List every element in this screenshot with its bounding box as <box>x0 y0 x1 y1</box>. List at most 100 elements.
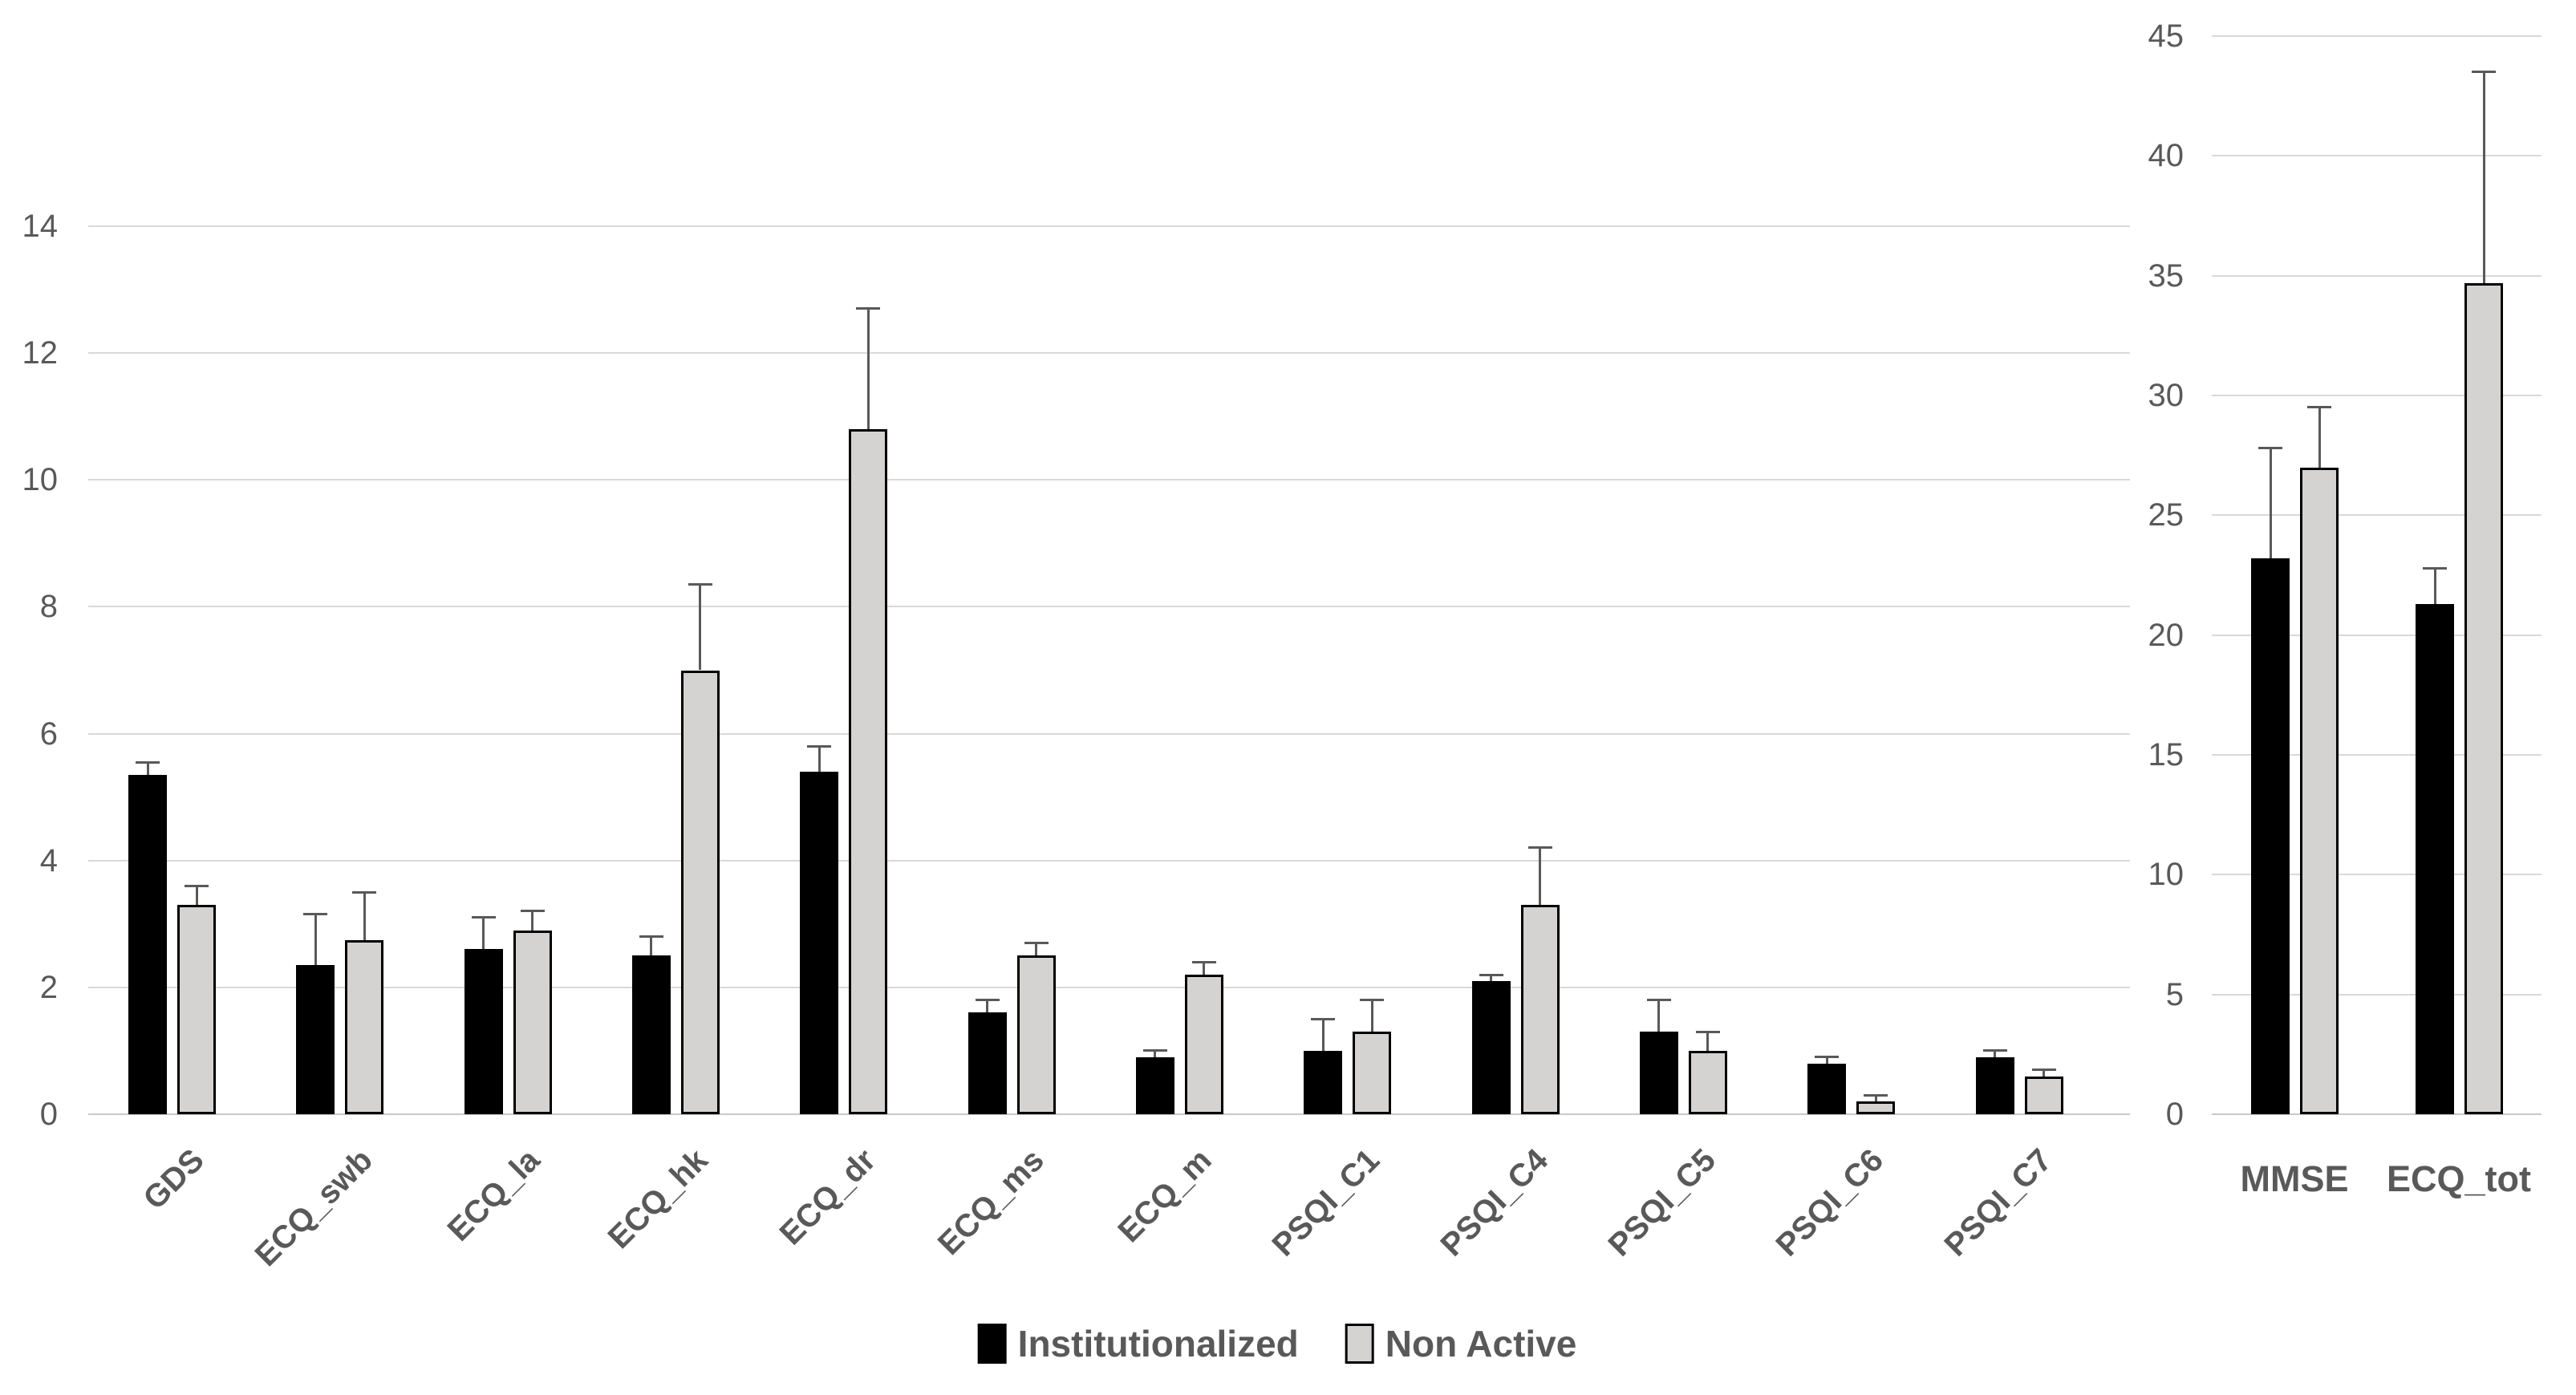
bar-non-active-PSQI_C6 <box>1856 1101 1896 1114</box>
bar-institutionalized-ECQ_ms <box>968 1012 1007 1114</box>
bar-institutionalized-PSQI_C6 <box>1807 1063 1847 1114</box>
error-bar-line <box>363 892 366 940</box>
error-bar-line <box>1994 1050 1997 1057</box>
error-bar-cap <box>1695 1030 1720 1033</box>
gridline-10 <box>2212 874 2542 876</box>
x-label-ECQ_m: ECQ_m <box>1111 1142 1219 1250</box>
gridline-0 <box>2212 1113 2542 1115</box>
gridline-20 <box>2212 634 2542 636</box>
bar-non-active-GDS <box>177 905 216 1114</box>
gridline-6 <box>88 732 2130 735</box>
y-tick-label-0: 0 <box>2165 1097 2184 1132</box>
bar-non-active-PSQI_C1 <box>1353 1032 1392 1114</box>
error-bar-cap <box>688 583 712 586</box>
x-label-ECQ_la: ECQ_la <box>441 1142 547 1248</box>
bar-non-active-MMSE <box>2300 467 2339 1114</box>
bar-non-active-ECQ_ms <box>1016 955 1056 1114</box>
y-tick-label-25: 25 <box>2148 497 2185 533</box>
y-tick-label-12: 12 <box>22 335 59 371</box>
bar-non-active-ECQ_swb <box>345 939 384 1114</box>
error-bar-line <box>2269 448 2272 559</box>
bar-non-active-ECQ_hk <box>680 670 720 1114</box>
error-bar-line <box>699 584 702 671</box>
y-tick-label-20: 20 <box>2148 617 2185 653</box>
gridline-14 <box>88 225 2130 227</box>
bar-institutionalized-PSQI_C7 <box>1975 1056 2014 1114</box>
bar-non-active-PSQI_C5 <box>1688 1050 1727 1114</box>
error-bar-cap <box>1142 1049 1167 1052</box>
error-bar-line <box>1154 1050 1157 1057</box>
gridline-12 <box>88 352 2130 355</box>
error-bar-cap <box>1982 1049 2007 1052</box>
gridline-30 <box>2212 395 2542 396</box>
bar-institutionalized-PSQI_C1 <box>1304 1050 1343 1114</box>
gridline-35 <box>2212 274 2542 277</box>
error-bar-line <box>986 1000 989 1013</box>
error-bar-line <box>1203 962 1206 975</box>
error-bar-cap <box>1479 973 1503 976</box>
bar-institutionalized-PSQI_C5 <box>1639 1032 1678 1114</box>
error-bar-cap <box>807 744 832 748</box>
error-bar-cap <box>1815 1056 1840 1059</box>
x-label-ECQ_swb: ECQ_swb <box>248 1142 379 1274</box>
y-tick-label-35: 35 <box>2148 258 2185 294</box>
legend-item-institutionalized: Institutionalized <box>977 1322 1299 1365</box>
y-tick-label-45: 45 <box>2148 18 2185 54</box>
gridline-8 <box>88 606 2130 608</box>
bar-institutionalized-ECQ_dr <box>800 772 839 1114</box>
bar-non-active-ECQ_dr <box>849 429 888 1114</box>
bar-non-active-ECQ_la <box>513 930 552 1114</box>
error-bar-line <box>314 914 317 966</box>
x-label-PSQI_C1: PSQI_C1 <box>1265 1142 1387 1263</box>
error-bar-cap <box>1024 942 1049 944</box>
x-label-PSQI_C6: PSQI_C6 <box>1769 1142 1891 1263</box>
error-bar-line <box>650 936 653 956</box>
error-bar-line <box>1874 1095 1877 1102</box>
y-tick-label-0: 0 <box>39 1097 58 1132</box>
y-tick-label-40: 40 <box>2148 138 2185 174</box>
y-tick-label-6: 6 <box>39 716 58 752</box>
legend-item-non-active: Non Active <box>1345 1322 1577 1365</box>
y-tick-label-30: 30 <box>2148 378 2185 413</box>
bar-institutionalized-ECQ_tot <box>2416 603 2454 1114</box>
x-label-PSQI_C4: PSQI_C4 <box>1434 1142 1555 1263</box>
bar-non-active-ECQ_tot <box>2464 282 2503 1114</box>
error-bar-cap <box>1527 846 1552 850</box>
y-tick-label-8: 8 <box>39 589 58 625</box>
error-bar-line <box>1370 1000 1373 1032</box>
y-tick-label-10: 10 <box>2148 857 2185 893</box>
error-bar-cap <box>639 935 663 939</box>
error-bar-cap <box>1360 999 1385 1002</box>
error-bar-cap <box>2031 1069 2056 1072</box>
legend-label-non-active: Non Active <box>1385 1323 1577 1365</box>
legend-swatch-institutionalized-icon <box>977 1324 1007 1364</box>
x-label-ECQ_ms: ECQ_ms <box>931 1142 1051 1263</box>
y-tick-label-4: 4 <box>39 842 58 878</box>
error-bar-line <box>1035 943 1038 956</box>
error-bar-cap <box>520 910 545 913</box>
bar-institutionalized-ECQ_hk <box>631 955 671 1114</box>
x-label-ECQ_dr: ECQ_dr <box>773 1142 883 1252</box>
x-label-ECQ_tot: ECQ_tot <box>2387 1158 2531 1199</box>
error-bar-line <box>531 910 534 931</box>
gridline-45 <box>2212 35 2542 37</box>
gridline-0 <box>88 1113 2130 1115</box>
error-bar-cap <box>975 999 1000 1002</box>
error-bar-line <box>146 762 149 775</box>
y-tick-label-14: 14 <box>22 209 59 244</box>
legend-label-institutionalized: Institutionalized <box>1017 1323 1299 1365</box>
bar-institutionalized-ECQ_swb <box>296 965 335 1114</box>
error-bar-cap <box>1311 1017 1336 1020</box>
error-bar-line <box>1539 847 1542 906</box>
error-bar-line <box>1657 1000 1661 1032</box>
x-label-ECQ_hk: ECQ_hk <box>601 1142 716 1256</box>
gridline-4 <box>88 859 2130 862</box>
error-bar-line <box>2318 407 2321 468</box>
error-bar-cap <box>352 890 377 894</box>
error-bar-cap <box>1864 1093 1888 1097</box>
error-bar-line <box>866 308 870 430</box>
y-tick-label-5: 5 <box>2165 976 2184 1012</box>
y-tick-label-15: 15 <box>2148 737 2185 773</box>
error-bar-cap <box>2258 447 2282 450</box>
error-bar-line <box>2482 71 2485 283</box>
